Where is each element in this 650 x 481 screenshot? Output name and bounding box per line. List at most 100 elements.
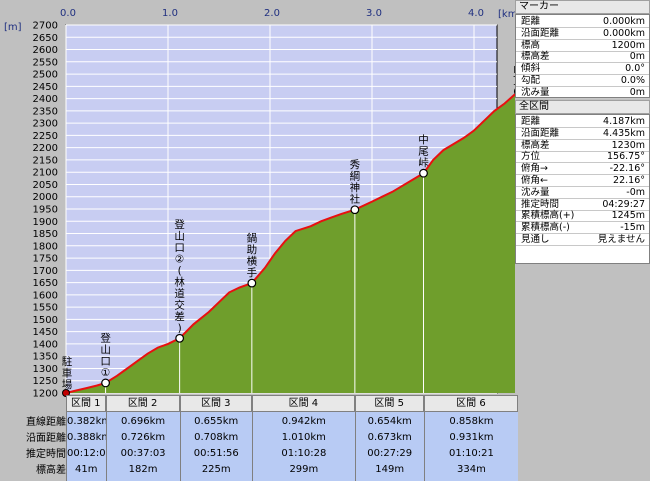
y-tick-label: 1450 [33, 327, 58, 338]
info-value: 0.000km [603, 27, 645, 39]
info-row: 累積標高(+) 1245m [516, 210, 649, 223]
info-row: 累積標高(-) -15m [516, 222, 649, 235]
waypoint-marker[interactable] [419, 168, 428, 178]
segment-values: 0.696km 0.726km 00:37:03 182m [105, 412, 180, 481]
info-value: 1230m [611, 139, 645, 151]
y-tick-label: 2200 [33, 143, 58, 154]
waypoint-marker[interactable] [175, 333, 185, 343]
segment-column[interactable]: 区間 1 0.382km 0.388km 00:12:07 41m [66, 395, 112, 481]
segment-elev-value: 225m [201, 464, 231, 475]
segment-header[interactable]: 区間 2 [105, 395, 180, 412]
y-tick-label: 1250 [33, 376, 58, 387]
info-row: 標高差 1230m [516, 140, 649, 152]
y-tick-label: 1350 [33, 352, 58, 363]
waypoint-label-char: 口 [174, 242, 185, 254]
segment-surface-value: 1.010km [281, 432, 326, 443]
segment-time-value: 01:10:28 [281, 448, 327, 459]
info-key: 標高差 [521, 51, 550, 63]
y-tick-label: 1600 [33, 290, 58, 301]
whole-section-panel-title: 全区間 [515, 100, 650, 114]
info-key: 俯角→ [521, 163, 548, 175]
waypoint-label-char: 駐 [62, 355, 73, 368]
x-tick-label: 1.0 [162, 8, 178, 19]
y-tick-label: 2250 [33, 131, 58, 142]
whole-section-panel: 距離 4.187km 沿面距離 4.435km 標高差 1230m 方位 156.75° 俯角→… [515, 114, 650, 264]
segment-elev-value: 41m [75, 464, 98, 475]
elevation-line [65, 92, 515, 394]
waypoint-label-char: 山 [100, 344, 111, 356]
info-value: 0.000km [603, 16, 645, 27]
segment-elev-value: 149m [375, 464, 405, 475]
segment-column[interactable]: 区間 6 0.858km 0.931km 01:10:21 334m [423, 395, 519, 481]
info-row: 標高差 0m [516, 51, 649, 64]
segment-straight-value: 0.696km [121, 416, 166, 427]
segment-time-value: 01:10:21 [448, 448, 494, 459]
y-tick-label: 2050 [33, 180, 58, 191]
segment-row-label: 沿面距離 [26, 433, 66, 444]
segment-surface-value: 0.931km [449, 432, 494, 443]
segment-table: 直線距離 沿面距離 推定時間 標高差 区間 1 0.382km 0.388km 00:12:0… [0, 395, 519, 481]
info-row: 距離 0.000km [516, 16, 649, 28]
y-tick-label: 2000 [33, 192, 58, 203]
y-tick-label: 1750 [33, 254, 58, 265]
info-value: 0m [629, 51, 645, 63]
segment-elev-value: 299m [289, 464, 319, 475]
x-tick-label: 2.0 [264, 8, 280, 19]
info-value: 0.0° [625, 63, 645, 75]
waypoint-label-char: 頂 [513, 75, 515, 87]
segment-header[interactable]: 区間 5 [354, 395, 424, 412]
waypoint-marker[interactable] [101, 378, 110, 388]
waypoint-label-char: 尾 [418, 146, 429, 158]
segment-column[interactable]: 区間 4 0.942km 1.010km 01:10:28 299m [251, 395, 355, 481]
waypoint-label-char: 鍋 [247, 232, 258, 245]
waypoint-label-char: 神 [350, 181, 361, 194]
info-key: 沈み量 [521, 186, 550, 198]
waypoint-label-char: 横 [247, 255, 258, 268]
info-value: 156.75° [607, 151, 645, 163]
info-key: 距離 [521, 116, 541, 127]
y-tick-label: 2550 [33, 57, 58, 68]
segment-surface-value: 0.673km [367, 432, 412, 443]
segment-header[interactable]: 区間 4 [251, 395, 355, 412]
segment-surface-value: 0.726km [121, 432, 166, 443]
info-key: 沿面距離 [521, 27, 560, 39]
y-tick-label: 2300 [33, 119, 58, 130]
info-key: 沈み量 [521, 86, 550, 98]
info-row: 俯角← 22.16° [516, 175, 649, 187]
waypoint-marker[interactable] [350, 205, 360, 215]
x-tick-label: 0.0 [60, 8, 76, 19]
segment-row-label: 推定時間 [26, 449, 66, 460]
segment-row-label: 標高差 [36, 465, 66, 476]
info-value: 見えません [597, 234, 645, 245]
waypoint-marker[interactable] [247, 278, 257, 288]
segment-header[interactable]: 区間 3 [179, 395, 252, 412]
info-row: 勾配 0.0% [516, 75, 649, 87]
y-tick-label: 1200 [33, 389, 58, 400]
segment-surface-value: 0.708km [194, 432, 239, 443]
info-row: 標高 1200m [516, 40, 649, 52]
segment-column[interactable]: 区間 2 0.696km 0.726km 00:37:03 182m [105, 395, 180, 481]
segment-header[interactable]: 区間 1 [66, 395, 106, 412]
info-value: 22.16° [613, 175, 645, 186]
info-row: 沈み量 -0m [516, 187, 649, 199]
info-key: 標高 [521, 39, 541, 51]
y-tick-label: 2450 [33, 82, 58, 93]
segment-header[interactable]: 区間 6 [423, 395, 519, 412]
info-key: 累積標高(-) [521, 222, 570, 234]
info-row: 俯角→ -22.16° [516, 163, 649, 176]
info-key: 傾斜 [521, 63, 541, 75]
segment-values: 0.655km 0.708km 00:51:56 225m [179, 412, 252, 481]
segment-time-value: 00:37:03 [120, 448, 166, 459]
segment-column[interactable]: 区間 5 0.654km 0.673km 00:27:29 149m [354, 395, 424, 481]
y-tick-label: 1300 [33, 364, 58, 375]
info-key: 方位 [521, 151, 541, 163]
marker-panel: 距離 0.000km 沿面距離 0.000km 標高 1200m 標高差 0m 傾斜 0.0° 勾配… [515, 14, 650, 99]
segment-column[interactable]: 区間 3 0.655km 0.708km 00:51:56 225m [179, 395, 252, 481]
segment-straight-value: 0.942km [281, 416, 326, 427]
waypoint-label-char: 助 [247, 243, 258, 256]
info-value: 04:29:27 [602, 198, 645, 210]
waypoint-label-char: ① [101, 367, 110, 379]
info-value: 0m [629, 86, 645, 98]
waypoint-label-char: 道 [174, 287, 185, 300]
